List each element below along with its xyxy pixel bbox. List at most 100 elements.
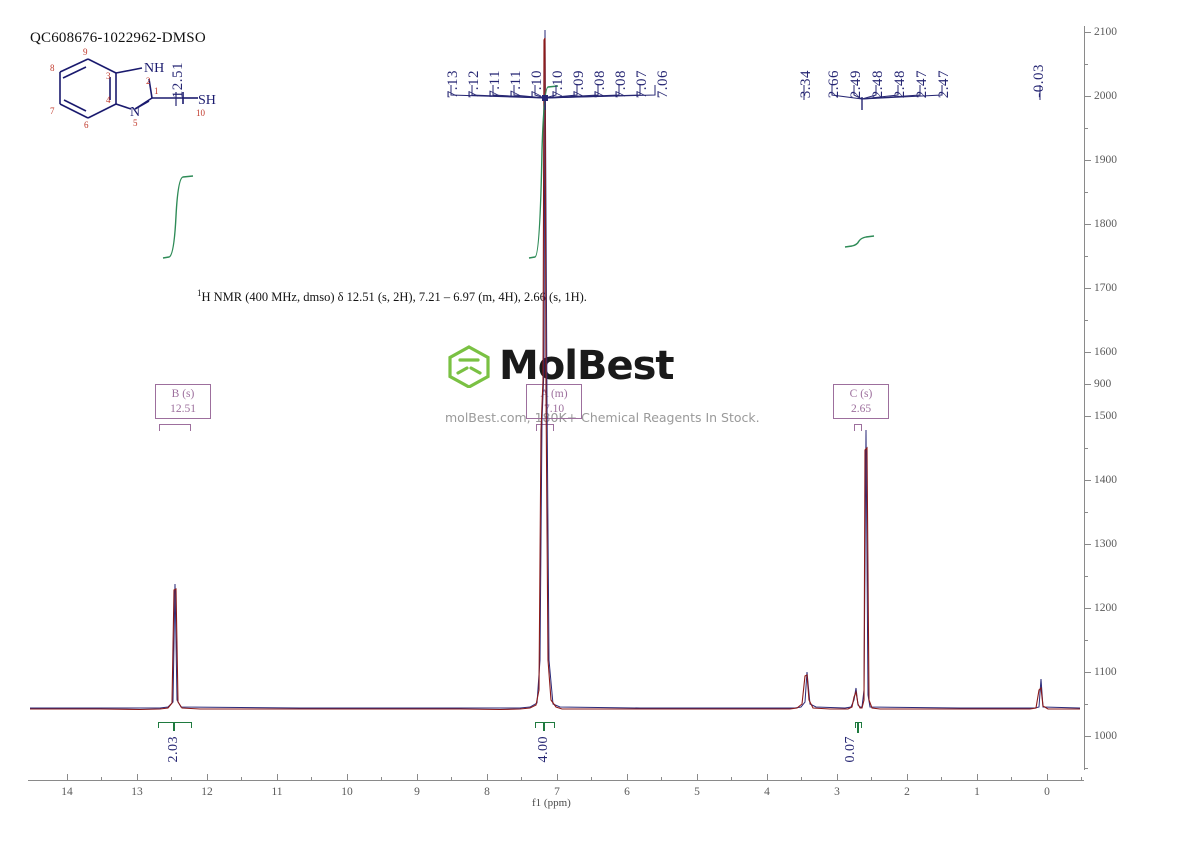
structure-number-9: 9: [83, 47, 88, 57]
y-axis-label: 1500: [1094, 410, 1117, 422]
x-axis-title: f1 (ppm): [532, 797, 571, 809]
y-axis-label: 1300: [1094, 538, 1117, 550]
x-axis-tick-minor: [871, 777, 872, 780]
y-axis-tick: [1084, 608, 1091, 609]
x-axis-tick-minor: [241, 777, 242, 780]
multiplet-box-b-shift: 12.51: [170, 402, 196, 415]
x-axis-label: 14: [61, 786, 73, 798]
integration-tick: [543, 722, 545, 731]
nmr-description-body: H NMR (400 MHz, dmso) δ 12.51 (s, 2H), 7…: [201, 290, 587, 305]
integration-value: 2.03: [166, 736, 181, 763]
x-axis-label: 13: [131, 786, 143, 798]
x-axis-label: 11: [271, 786, 283, 798]
x-axis-tick: [907, 774, 908, 780]
y-axis-tick-minor: [1084, 640, 1088, 641]
structure-svg: NH N SH 2 3 4 5 6 7 8 9 1 10: [50, 47, 216, 130]
multiplet-box-b[interactable]: B (s) 12.51: [155, 384, 211, 420]
structure-atom-sh: SH: [198, 93, 216, 108]
y-axis-tick-minor: [1084, 448, 1088, 449]
y-axis-label: 2100: [1094, 26, 1117, 38]
x-axis-tick: [557, 774, 558, 780]
x-axis-label: 6: [624, 786, 630, 798]
x-axis-line: [28, 780, 1084, 781]
x-axis-tick: [977, 774, 978, 780]
structure-number-4: 4: [106, 95, 111, 105]
y-axis-tick-minor: [1084, 256, 1088, 257]
y-axis-label: 1900: [1094, 154, 1117, 166]
x-axis-tick: [417, 774, 418, 780]
structure-number-8: 8: [50, 63, 55, 73]
y-axis-tick-minor: [1084, 768, 1088, 769]
integration-bar: [158, 722, 192, 728]
y-axis-tick: [1084, 480, 1091, 481]
y-axis-tick: [1084, 224, 1091, 225]
x-axis-tick-minor: [731, 777, 732, 780]
y-axis-label: 1100: [1094, 666, 1117, 678]
x-axis-tick: [207, 774, 208, 780]
x-axis-tick-minor: [801, 777, 802, 780]
x-axis-tick-minor: [381, 777, 382, 780]
multiplet-bracket-b: [159, 424, 191, 431]
y-axis-tick-minor: [1084, 576, 1088, 577]
x-axis-tick: [697, 774, 698, 780]
chemical-structure-drawing: NH N SH 2 3 4 5 6 7 8 9 1 10: [28, 46, 238, 146]
y-axis-label: 900: [1094, 378, 1112, 390]
multiplet-bracket-a: [536, 424, 554, 431]
multiplet-bracket-c: [854, 424, 862, 431]
multiplet-box-c-kind: C (s): [849, 388, 873, 400]
y-axis-tick: [1084, 544, 1091, 545]
x-axis-tick-minor: [1011, 777, 1012, 780]
x-axis-tick: [67, 774, 68, 780]
x-axis-tick: [627, 774, 628, 780]
x-axis-tick: [767, 774, 768, 780]
x-axis-tick-minor: [1081, 777, 1082, 780]
integration-tick: [173, 722, 175, 731]
x-axis-tick-minor: [941, 777, 942, 780]
x-axis-tick-minor: [171, 777, 172, 780]
y-axis-tick: [1084, 352, 1091, 353]
y-axis-label: 1600: [1094, 346, 1117, 358]
x-axis-tick-minor: [661, 777, 662, 780]
structure-number-6: 6: [84, 120, 89, 130]
structure-number-7: 7: [50, 106, 55, 116]
x-axis-tick: [487, 774, 488, 780]
y-axis-tick: [1084, 96, 1091, 97]
x-axis-tick: [277, 774, 278, 780]
x-axis-label: 5: [694, 786, 700, 798]
multiplet-box-b-kind: B (s): [171, 388, 195, 400]
y-axis-tick: [1084, 736, 1091, 737]
x-axis-tick-minor: [591, 777, 592, 780]
x-axis-label: 12: [201, 786, 213, 798]
integration-value: 0.07: [843, 736, 858, 763]
x-axis-label: 4: [764, 786, 770, 798]
x-axis-label: 10: [341, 786, 353, 798]
structure-number-3: 3: [106, 71, 111, 81]
x-axis-label: 1: [974, 786, 980, 798]
y-axis-tick-minor: [1084, 320, 1088, 321]
multiplet-box-c[interactable]: C (s) 2.65: [833, 384, 889, 420]
x-axis-tick: [347, 774, 348, 780]
y-axis-tick-minor: [1084, 704, 1088, 705]
x-axis-tick: [137, 774, 138, 780]
multiplet-box-c-shift: 2.65: [850, 402, 872, 415]
structure-number-5: 5: [133, 118, 138, 128]
y-axis-tick: [1084, 288, 1091, 289]
sample-title: QC608676-1022962-DMSO: [30, 30, 206, 46]
structure-number-1: 1: [154, 86, 159, 96]
y-axis-tick: [1084, 384, 1091, 385]
y-axis-label: 1800: [1094, 218, 1117, 230]
multiplet-box-a-shift: 7.10: [543, 402, 565, 415]
y-axis-tick: [1084, 160, 1091, 161]
x-axis-tick-minor: [311, 777, 312, 780]
x-axis-tick-minor: [451, 777, 452, 780]
x-axis-label: 0: [1044, 786, 1050, 798]
y-axis-label: 1400: [1094, 474, 1117, 486]
y-axis-line: [1084, 26, 1085, 770]
integration-tick: [857, 722, 859, 733]
y-axis-tick: [1084, 672, 1091, 673]
structure-atom-n: N: [130, 105, 140, 120]
nmr-nucleus-superscript: 1: [197, 288, 202, 298]
y-axis-label: 2000: [1094, 90, 1117, 102]
